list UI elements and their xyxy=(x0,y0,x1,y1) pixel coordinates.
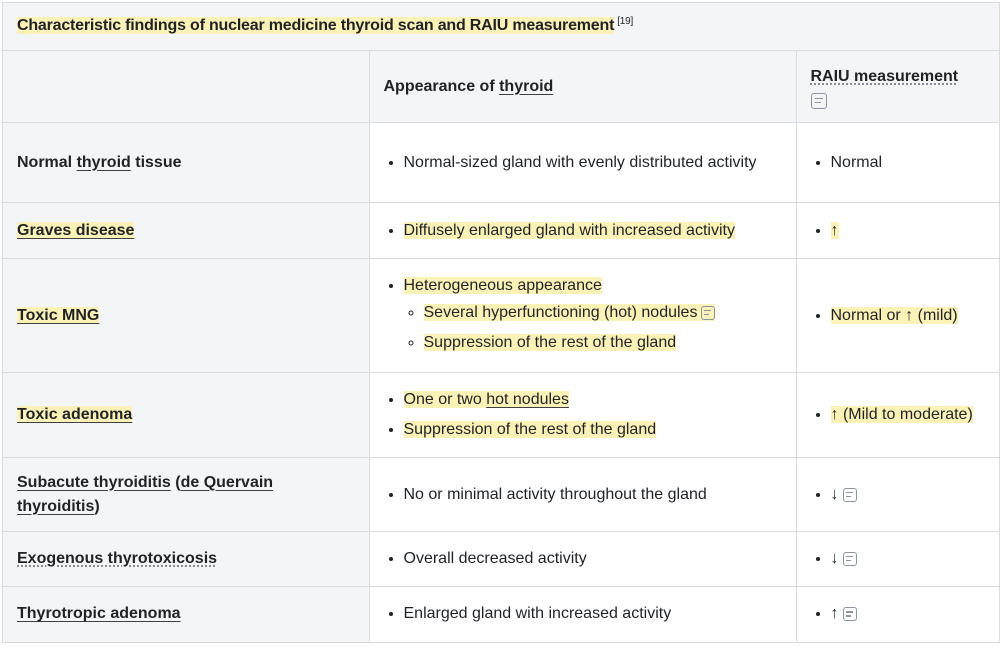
raiu-value: ↓ xyxy=(830,550,839,567)
thyrotropic-adenoma-link[interactable]: Thyrotropic adenoma xyxy=(17,605,181,623)
list-item-text: Diffusely enlarged gland with increased … xyxy=(403,221,735,239)
sub-list-item: Suppression of the rest of the gland xyxy=(423,328,782,358)
toxic-adenoma-link[interactable]: Toxic adenoma xyxy=(17,406,133,423)
list-item: Normal-sized gland with evenly distribut… xyxy=(404,148,782,178)
header-appearance: Appearance of thyroid xyxy=(369,51,797,123)
table-row: Normal thyroid tissue Normal-sized gland… xyxy=(3,122,999,203)
note-icon[interactable] xyxy=(810,92,827,109)
table-row: Graves disease Diffusely enlarged gland … xyxy=(3,202,999,259)
subacute-thyroiditis-link[interactable]: Subacute thyroiditis xyxy=(17,473,171,491)
findings-table: Appearance of thyroid RAIU measurement N… xyxy=(3,51,999,642)
header-empty xyxy=(3,51,370,123)
row-label-graves: Graves disease xyxy=(3,202,370,259)
table-row: Thyrotropic adenoma Enlarged gland with … xyxy=(3,586,999,642)
thyroid-link[interactable]: thyroid xyxy=(76,153,131,171)
list-item-text: Several hyperfunctioning (hot) nodules xyxy=(423,303,698,321)
graves-disease-link[interactable]: Graves disease xyxy=(17,221,135,239)
list-item: One or two hot nodules xyxy=(403,385,782,415)
raiu-value: ↑ (Mild to moderate) xyxy=(830,406,973,423)
row-label-mid: ( xyxy=(170,473,181,491)
raiu-cell: ↑ xyxy=(796,587,999,642)
list-item: Enlarged gland with increased activity xyxy=(404,599,782,629)
list-item-text: One or two xyxy=(403,391,487,408)
list-item: Diffusely enlarged gland with increased … xyxy=(403,216,782,246)
list-item: No or minimal activity throughout the gl… xyxy=(404,480,782,510)
list-item: ↓ xyxy=(831,544,986,574)
row-label-prefix: Normal xyxy=(17,153,77,171)
raiu-cell: ↑ xyxy=(796,202,999,259)
row-label-toxic-adenoma: Toxic adenoma xyxy=(3,372,370,458)
row-label-subacute-thyroiditis: Subacute thyroiditis (de Quervain thyroi… xyxy=(3,457,370,532)
raiu-cell: Normal xyxy=(796,122,999,203)
raiu-cell: ↓ xyxy=(796,457,999,532)
raiu-cell: ↓ xyxy=(796,531,999,587)
row-label-normal: Normal thyroid tissue xyxy=(3,122,370,203)
appearance-cell: One or two hot nodules Suppression of th… xyxy=(369,372,797,458)
row-label-toxic-mng: Toxic MNG xyxy=(3,258,370,373)
list-item-text: Heterogeneous appearance xyxy=(403,276,602,294)
hot-nodules-link[interactable]: hot nodules xyxy=(486,391,569,408)
appearance-cell: Heterogeneous appearance Several hyperfu… xyxy=(369,258,797,373)
exogenous-thyrotoxicosis-term[interactable]: Exogenous thyrotoxicosis xyxy=(17,550,218,567)
caption-title: Characteristic findings of nuclear medic… xyxy=(17,17,615,35)
note-icon[interactable] xyxy=(842,552,857,566)
note-icon[interactable] xyxy=(701,305,716,320)
list-item: Heterogeneous appearance Several hyperfu… xyxy=(403,271,782,361)
table-row: Toxic adenoma One or two hot nodules Sup… xyxy=(3,372,999,458)
thyroid-link[interactable]: thyroid xyxy=(499,77,554,95)
appearance-cell: Enlarged gland with increased activity xyxy=(369,586,797,642)
table-row: Subacute thyroiditis (de Quervain thyroi… xyxy=(3,457,999,532)
list-item: Suppression of the rest of the gland xyxy=(403,415,782,445)
note-icon[interactable] xyxy=(842,607,857,622)
table-row: Exogenous thyrotoxicosis Overall decreas… xyxy=(3,531,999,587)
list-item: Overall decreased activity xyxy=(404,544,782,574)
table-header-row: Appearance of thyroid RAIU measurement xyxy=(3,51,999,123)
row-label-thyrotropic-adenoma: Thyrotropic adenoma xyxy=(3,586,370,642)
caption-text: Characteristic findings of nuclear medic… xyxy=(17,16,633,35)
list-item: Normal or ↑ (mild) xyxy=(830,301,986,331)
appearance-cell: Normal-sized gland with evenly distribut… xyxy=(369,122,797,203)
raiu-value: ↑ xyxy=(830,221,839,239)
raiu-cell: ↑ (Mild to moderate) xyxy=(796,372,999,458)
appearance-cell: No or minimal activity throughout the gl… xyxy=(369,457,797,532)
toxic-mng-link[interactable]: Toxic MNG xyxy=(17,306,100,324)
list-item: ↑ xyxy=(831,599,986,629)
raiu-term[interactable]: RAIU measurement xyxy=(810,67,959,85)
row-label-suffix: ) xyxy=(94,497,100,515)
appearance-cell: Overall decreased activity xyxy=(369,531,797,587)
list-item: Normal xyxy=(831,148,986,178)
table-caption: Characteristic findings of nuclear medic… xyxy=(3,3,999,51)
raiu-value: ↑ xyxy=(830,605,839,623)
appearance-cell: Diffusely enlarged gland with increased … xyxy=(369,202,797,259)
header-appearance-prefix: Appearance of xyxy=(383,77,500,95)
row-label-exogenous-thyrotoxicosis: Exogenous thyrotoxicosis xyxy=(3,531,370,587)
list-item: ↑ (Mild to moderate) xyxy=(830,400,986,430)
reference-link[interactable]: [19] xyxy=(617,16,634,27)
raiu-cell: Normal or ↑ (mild) xyxy=(796,258,999,373)
row-label-suffix: tissue xyxy=(130,153,182,171)
list-item: ↓ xyxy=(831,480,986,510)
raiu-value: ↓ xyxy=(830,485,839,503)
list-item-text: Suppression of the rest of the gland xyxy=(423,333,677,351)
de-quervain-link[interactable]: de Quervain thyroiditis xyxy=(17,473,274,515)
list-item: ↑ xyxy=(830,216,986,246)
sub-list-item: Several hyperfunctioning (hot) nodules xyxy=(423,298,782,328)
list-item-text: Suppression of the rest of the gland xyxy=(403,421,657,438)
table-row: Toxic MNG Heterogeneous appearance Sever… xyxy=(3,258,999,373)
raiu-value: Normal or ↑ (mild) xyxy=(830,306,958,324)
header-raiu: RAIU measurement xyxy=(796,51,999,123)
note-icon[interactable] xyxy=(842,487,857,502)
